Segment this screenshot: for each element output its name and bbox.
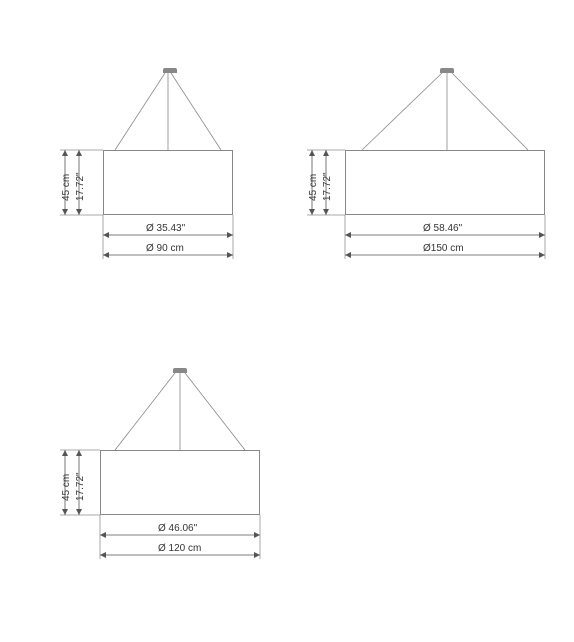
width-label: Ø 58.46" (420, 223, 465, 234)
height-label-in: 17.72" (322, 172, 333, 201)
lamp-diagram-d120: 45 cm17.72" Ø 46.06" Ø 120 cm (45, 340, 305, 560)
width-label: Ø 35.43" (143, 223, 188, 234)
height-label-cm: 45 cm (61, 173, 72, 200)
width-label: Ø 90 cm (143, 243, 187, 254)
lamp-diagram-d90: 45 cm17.72" Ø 35.43" Ø 90 cm (45, 40, 285, 260)
suspension-cable (171, 73, 221, 150)
suspension-cable (452, 73, 528, 150)
suspension-cable (185, 373, 245, 450)
width-label: Ø150 cm (420, 243, 467, 254)
width-label: Ø 46.06" (155, 523, 200, 534)
height-label-in: 17.72" (75, 172, 86, 201)
lamp-shade (345, 150, 545, 215)
suspension-cable (362, 73, 442, 150)
ceiling-mount (163, 68, 177, 73)
height-label-cm: 45 cm (61, 473, 72, 500)
lamp-diagram-d150: 45 cm17.72" Ø 58.46" Ø150 cm (300, 40, 574, 260)
ceiling-mount (440, 68, 454, 73)
suspension-cable (115, 373, 175, 450)
height-label-cm: 45 cm (308, 173, 319, 200)
lamp-shade (100, 450, 260, 515)
lamp-shade (103, 150, 233, 215)
ceiling-mount (173, 368, 187, 373)
suspension-cable (115, 73, 165, 150)
height-label-in: 17.72" (75, 472, 86, 501)
width-label: Ø 120 cm (155, 543, 204, 554)
